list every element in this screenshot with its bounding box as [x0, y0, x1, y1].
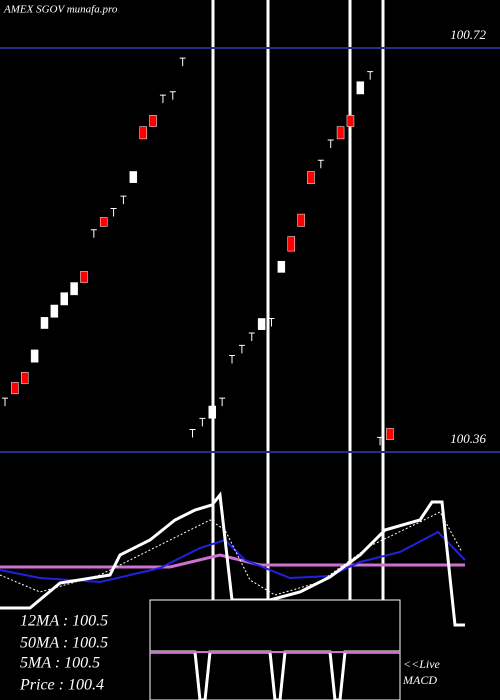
candle	[307, 171, 315, 185]
ma5-line	[0, 511, 463, 596]
candle	[219, 397, 226, 407]
candle	[149, 115, 157, 127]
candle	[110, 207, 117, 217]
candle	[129, 171, 138, 183]
ma12-line	[0, 530, 466, 584]
candle	[208, 405, 217, 419]
candle	[346, 115, 355, 127]
candle	[11, 382, 19, 394]
candle	[179, 57, 186, 67]
candle	[120, 195, 127, 205]
chart-title: AMEX SGOV munafa.pro	[3, 4, 118, 16]
candle	[30, 349, 39, 363]
candle	[99, 217, 108, 227]
candle	[336, 126, 345, 140]
candle	[377, 436, 384, 446]
label: 50MA : 100.5	[20, 635, 108, 652]
candle	[238, 344, 245, 354]
candle	[169, 91, 176, 100]
live-label: <<Live	[403, 657, 441, 671]
candle	[50, 304, 59, 318]
candle	[229, 354, 236, 364]
candle	[139, 126, 147, 140]
candle	[199, 417, 206, 427]
candle	[70, 282, 78, 296]
candle	[327, 139, 334, 149]
candle	[268, 317, 275, 327]
candle	[277, 260, 286, 273]
candle	[189, 429, 196, 438]
candle	[40, 317, 49, 329]
candle	[367, 71, 374, 80]
label: Price : 100.4	[19, 677, 104, 694]
label: 5MA : 100.5	[20, 655, 100, 672]
candle	[80, 271, 88, 283]
candle	[60, 292, 68, 306]
macd-label: MACD	[402, 673, 437, 687]
candle	[386, 428, 394, 440]
candle	[159, 94, 166, 104]
candle	[356, 81, 365, 95]
candle	[287, 236, 295, 252]
candle	[20, 372, 29, 384]
y-tick-label: 100.72	[450, 27, 486, 42]
y-tick-label: 100.36	[450, 431, 486, 446]
macd-panel	[149, 599, 401, 700]
candle	[257, 318, 266, 330]
candle	[297, 213, 305, 227]
label: 12MA : 100.5	[20, 613, 108, 630]
candle	[2, 397, 8, 407]
candle	[248, 332, 255, 342]
candle	[317, 159, 324, 169]
candle	[90, 229, 97, 238]
